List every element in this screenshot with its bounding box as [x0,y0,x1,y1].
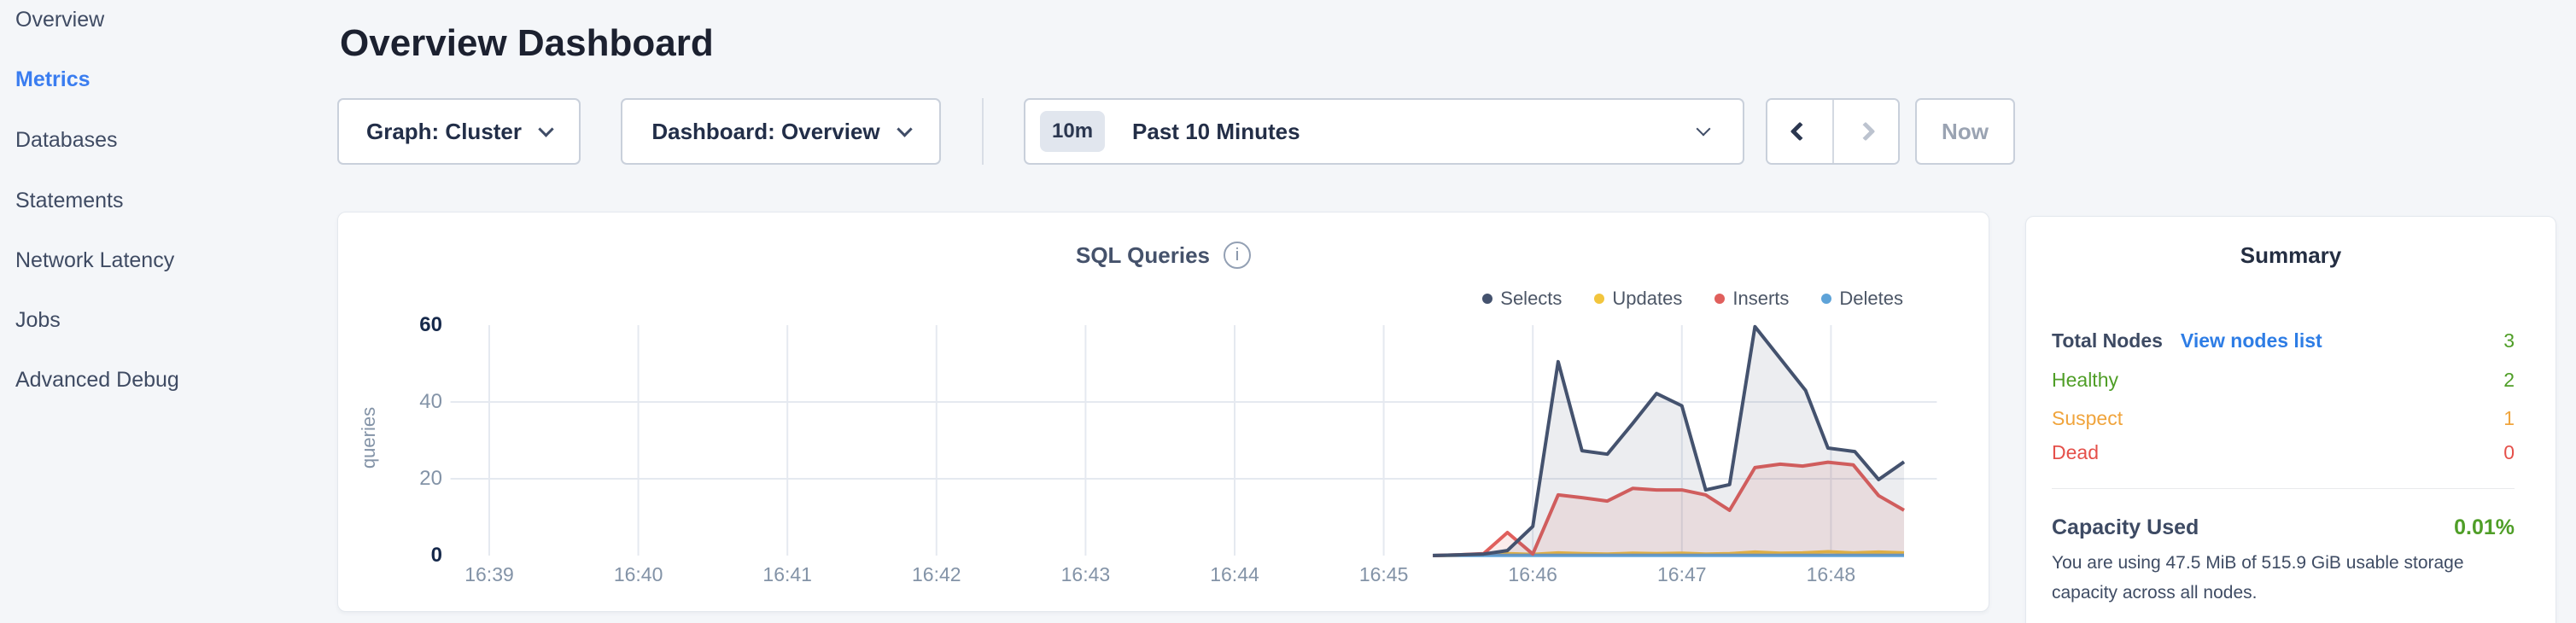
now-button[interactable]: Now [1915,98,2015,165]
deletes-dot-icon [1821,294,1832,304]
y-tick-label: 0 [431,544,442,567]
summary-title: Summary [2240,242,2342,268]
graph-dropdown-label: Graph: Cluster [365,118,523,144]
sidebar-item-overview[interactable]: Overview [15,8,105,32]
graph-dropdown[interactable]: Graph: Cluster [337,98,581,165]
suspect-nodes-row: Suspect 1 [2052,405,2515,432]
time-range-dropdown[interactable]: 10m Past 10 Minutes [1024,98,1744,165]
x-tick-label: 16:46 [1508,563,1557,585]
dead-label: Dead [2052,440,2099,463]
capacity-row: Capacity Used 0.01% [2052,514,2515,541]
sidebar-item-databases[interactable]: Databases [15,128,118,152]
x-tick-label: 16:44 [1210,563,1259,585]
dead-value: 0 [2503,440,2515,463]
view-nodes-list-link[interactable]: View nodes list [2180,329,2322,352]
total-nodes-value: 3 [2503,329,2515,352]
y-tick-label: 60 [419,313,442,336]
sql-queries-chart-card: 16:39 16:40 16:41 16:42 16:43 16:44 16:45 16:46… [337,212,1989,612]
inserts-dot-icon [1714,294,1726,304]
x-tick-label: 16:41 [762,563,812,585]
controls-divider [982,98,984,165]
x-tick-label: 16:42 [912,563,961,585]
time-range-label: Past 10 Minutes [1132,118,1300,144]
healthy-label: Healthy [2052,368,2118,391]
total-nodes-row: Total Nodes View nodes list 3 [2052,327,2515,354]
total-nodes-label: Total Nodes [2052,329,2163,352]
x-tick-label: 16:48 [1807,563,1856,585]
sidebar-item-advanced-debug[interactable]: Advanced Debug [15,368,179,392]
next-time-button[interactable] [1831,100,1898,163]
info-icon[interactable]: i [1224,242,1252,269]
sql-queries-plot[interactable]: 16:39 16:40 16:41 16:42 16:43 16:44 16:45 16:46… [338,213,1990,613]
legend-label: Selects [1500,288,1563,309]
time-step-buttons [1766,98,1900,165]
chevron-down-icon [896,120,913,137]
chart-legend: Selects Updates Inserts Deletes [1482,288,1903,310]
suspect-value: 1 [2503,406,2515,429]
legend-item-updates: Updates [1594,288,1682,310]
series-inserts-line [1433,460,1905,557]
y-axis-label: queries [358,407,379,469]
sidebar-item-network-latency[interactable]: Network Latency [15,248,175,272]
x-tick-label: 16:40 [614,563,663,585]
series-selects-line [1433,324,1906,557]
dead-nodes-row: Dead 0 [2052,439,2515,466]
y-tick-label: 20 [419,467,442,490]
chevron-down-icon [1696,121,1711,137]
dashboard-dropdown-label: Dashboard: Overview [651,118,880,144]
x-tick-label: 16:47 [1657,563,1707,585]
series-inserts-area [1433,462,1904,556]
legend-label: Deletes [1839,288,1903,309]
sidebar-item-jobs[interactable]: Jobs [15,308,61,332]
x-tick-label: 16:39 [464,563,514,585]
legend-label: Inserts [1732,288,1790,309]
capacity-description: You are using 47.5 MiB of 515.9 GiB usab… [2052,553,2464,603]
sidebar: Overview Metrics Databases Statements Ne… [0,0,337,623]
legend-item-inserts: Inserts [1714,288,1789,310]
chevron-right-icon [1855,121,1876,142]
page-title: Overview Dashboard [340,22,714,64]
selects-dot-icon [1482,294,1493,304]
summary-divider [2052,488,2515,489]
x-tick-label: 16:43 [1061,563,1111,585]
legend-label: Updates [1612,288,1683,309]
sidebar-item-metrics[interactable]: Metrics [15,67,91,91]
previous-time-button[interactable] [1767,100,1832,163]
chevron-down-icon [538,120,554,137]
x-tick-label: 16:45 [1359,563,1409,585]
legend-item-deletes: Deletes [1821,288,1903,310]
updates-dot-icon [1594,294,1605,304]
dashboard-dropdown[interactable]: Dashboard: Overview [621,98,941,165]
time-range-badge: 10m [1040,111,1106,152]
sidebar-item-statements[interactable]: Statements [15,189,124,213]
capacity-used-value: 0.01% [2454,515,2515,539]
legend-item-selects: Selects [1482,288,1562,310]
chart-title: SQL Queries [1075,242,1211,268]
capacity-used-label: Capacity Used [2052,515,2199,539]
chevron-left-icon [1790,121,1810,142]
series-selects-area [1433,326,1904,556]
suspect-label: Suspect [2052,406,2123,429]
y-tick-label: 40 [419,390,442,413]
healthy-nodes-row: Healthy 2 [2052,366,2515,393]
healthy-value: 2 [2503,368,2515,391]
summary-panel: Summary Total Nodes View nodes list 3 He… [2025,216,2556,623]
